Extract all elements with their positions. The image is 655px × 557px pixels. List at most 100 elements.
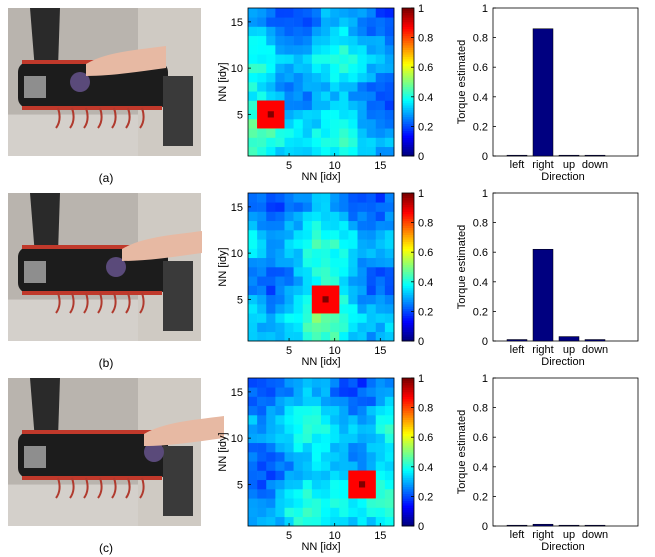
colorbar-step [402,505,414,508]
colorbar-step [402,65,414,69]
heatmap-cell [302,313,313,323]
heatmap-cell [266,479,276,490]
heatmap-cell [284,137,294,148]
heatmap-cell [357,285,367,296]
heatmap-cell [321,387,331,397]
heatmap-cell [366,17,377,27]
heatmap-cell [348,415,358,425]
heatmap-cell [248,387,258,397]
bar-up [558,336,580,342]
heatmap-cell [375,8,386,18]
heatmap-cell [375,452,386,462]
heatmap-cell [284,396,294,407]
heatmap-cell [348,248,358,259]
red-trim-bottom [22,291,162,295]
colorbar-step [402,484,414,488]
cable [83,107,89,129]
heatmap-cell [284,285,294,296]
heatmap-cell [266,202,276,212]
heatmap-cell [348,267,358,277]
colorbar-step [402,151,414,155]
heatmap-cell [384,128,395,138]
colorbar-tick-label: 0.8 [418,403,433,415]
bar-category-label: right [532,529,553,541]
heatmap-cell [275,498,285,508]
colorbar-tick-label: 1 [418,188,424,200]
cable [55,477,61,499]
heatmap-cell [384,331,395,342]
colorbar-step [402,424,414,427]
heatmap-cell [339,313,349,323]
heatmap-cell [330,405,340,416]
heatmap-cell [366,91,377,101]
colorbar-step [402,417,414,421]
colorbar-step [402,327,414,330]
cable [125,292,131,314]
heatmap-cell [339,128,349,138]
heatmap-cell [248,193,258,203]
heatmap-cell [384,498,395,508]
colorbar-frame [401,377,415,527]
heatmap-cell [339,248,349,259]
heatmap-cell [384,220,395,231]
heatmap-cell [266,396,276,407]
heatmap-cell [275,239,285,249]
heatmap-cell [339,137,349,148]
heatmap-cell [257,54,267,64]
heatmap-cell [384,387,395,397]
colorbar-step [402,475,414,478]
heatmap-cell [311,267,322,277]
heatmap-cell [266,415,276,425]
heatmap-cell [257,26,267,37]
heatmap-cell [248,322,258,333]
heatmap-cell [266,378,276,388]
heatmap-cell [257,304,267,314]
heatmap-cell [375,211,386,222]
heatmap-cell [375,470,386,481]
heatmap-cell [330,479,340,490]
colorbar-step [402,149,414,152]
heatmap-cell [293,396,304,407]
heatmap-cell [248,424,258,434]
heatmap-cell [266,54,276,64]
heatmap-cell [384,119,395,129]
heatmap-cell [348,452,358,462]
heatmap-cell [375,220,386,231]
heatmap-cell [284,304,294,314]
heatmap-cell [266,507,276,518]
heatmap-cell [284,442,294,453]
colorbar-step [402,509,414,513]
heatmap-cell [293,45,304,55]
heatmap-cell [311,82,322,92]
heatmap-cell [384,507,395,518]
heatmap-cell [348,193,358,203]
heatmap-cell [321,109,331,120]
cable [125,477,131,499]
heatmap-cell [321,137,331,148]
heatmap-cell [293,63,304,74]
heatmap-cell [330,461,340,471]
bar-category-label: down [582,529,608,541]
heatmap-cell [366,54,377,64]
heatmap-cell [339,72,349,83]
colorbar-step [402,132,414,136]
heatmap-cell [321,35,331,46]
colorbar-step [402,271,414,275]
heatmap-cell [311,313,322,323]
heatmap-cell [257,45,267,55]
heatmap-chart: 5 10 15 5 10 15 NN [idx] NN [idy] [217,192,395,368]
heatmap-chart: 5 10 15 5 10 15 NN [idx] NN [idy] [217,377,395,553]
heatmap-cell [311,72,322,83]
heatmap-cell [375,433,386,444]
heatmap-cell [366,498,377,508]
heatmap-cell [384,285,395,296]
colorbar-step [402,445,414,448]
heatmap-cell [339,331,349,342]
hand [86,46,166,76]
heatmap-cell [311,378,322,388]
heatmap-cell [293,322,304,333]
colorbar-step [402,514,414,518]
robot-arm-photo [8,193,202,341]
colorbar-step [402,521,414,525]
